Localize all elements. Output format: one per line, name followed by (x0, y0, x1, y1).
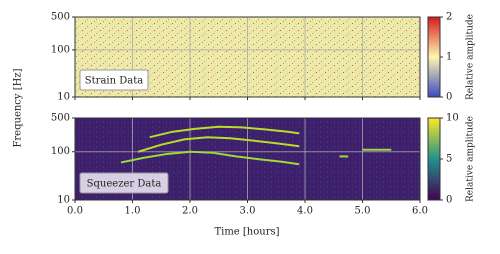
colorbar-tick-label: 0 (446, 195, 452, 206)
x-tick-label: 3.0 (240, 206, 256, 217)
y-tick-label: 500 (51, 12, 70, 23)
y-tick-label: 500 (51, 113, 70, 124)
y-tick-label: 100 (51, 44, 70, 55)
colorbar-tick-label: 5 (446, 154, 452, 165)
y-tick-label: 100 (51, 146, 70, 157)
track (120, 150, 300, 166)
plot-frame (74, 117, 421, 201)
colorbar-tick-label: 0 (446, 92, 452, 103)
colorbar-tick-label: 2 (446, 12, 452, 23)
annotation-box (79, 69, 149, 91)
x-tick-label: 6.0 (412, 206, 428, 217)
x-tick-label: 4.0 (297, 206, 313, 217)
colorbar-tick-label: 10 (446, 113, 459, 124)
annotation-box (79, 172, 169, 194)
colorbar (427, 117, 441, 201)
annotation: Strain Data (85, 76, 143, 87)
x-tick-label: 5.0 (355, 206, 371, 217)
x-axis-label: Time [hours] (214, 227, 279, 238)
track (137, 136, 300, 153)
annotation: Squeezer Data (87, 179, 162, 190)
y-axis-label: Frequency [Hz] (13, 68, 24, 147)
plot-frame (74, 16, 421, 98)
colorbar-label: Relative amplitude (466, 116, 476, 202)
colorbar-tick-label: 1 (446, 52, 452, 63)
x-tick-label: 0.0 (67, 206, 83, 217)
x-tick-label: 2.0 (182, 206, 198, 217)
y-tick-label: 10 (57, 92, 70, 103)
x-tick-label: 1.0 (125, 206, 141, 217)
colorbar (427, 16, 441, 98)
y-tick-label: 10 (57, 195, 70, 206)
track (149, 125, 300, 139)
colorbar-label: Relative amplitude (466, 14, 476, 100)
